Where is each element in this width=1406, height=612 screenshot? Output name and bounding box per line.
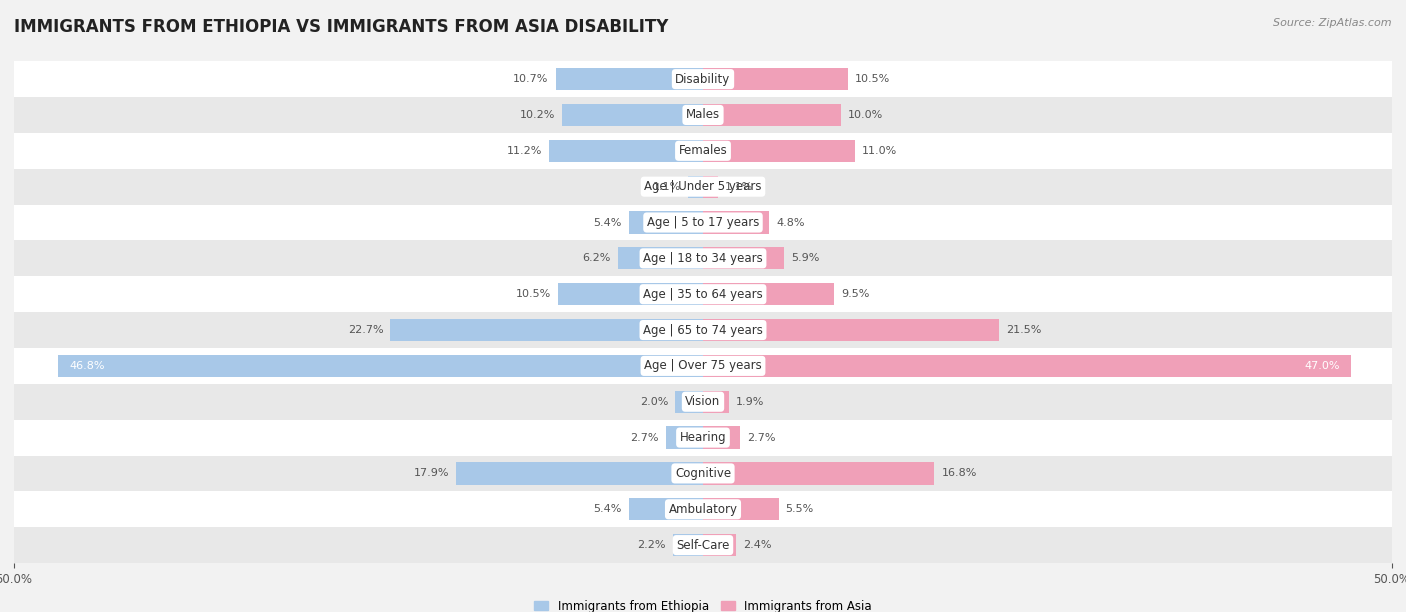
Bar — [14, 384, 1392, 420]
Text: Vision: Vision — [685, 395, 721, 408]
Text: Cognitive: Cognitive — [675, 467, 731, 480]
Text: IMMIGRANTS FROM ETHIOPIA VS IMMIGRANTS FROM ASIA DISABILITY: IMMIGRANTS FROM ETHIOPIA VS IMMIGRANTS F… — [14, 18, 668, 36]
Bar — [14, 61, 1392, 97]
Text: Age | Under 5 years: Age | Under 5 years — [644, 180, 762, 193]
Bar — [14, 491, 1392, 527]
Bar — [703, 355, 1351, 377]
Text: 1.1%: 1.1% — [725, 182, 754, 192]
Text: 10.7%: 10.7% — [513, 74, 548, 84]
Bar — [672, 534, 703, 556]
Text: Age | 65 to 74 years: Age | 65 to 74 years — [643, 324, 763, 337]
Text: 46.8%: 46.8% — [69, 361, 104, 371]
Text: 5.4%: 5.4% — [593, 504, 621, 514]
Bar — [703, 68, 848, 90]
Text: 10.5%: 10.5% — [855, 74, 890, 84]
Text: 9.5%: 9.5% — [841, 289, 869, 299]
Bar — [703, 104, 841, 126]
Bar — [703, 176, 718, 198]
Text: 22.7%: 22.7% — [347, 325, 384, 335]
Text: 6.2%: 6.2% — [582, 253, 610, 263]
Bar — [14, 204, 1392, 241]
Bar — [391, 319, 703, 341]
Text: Males: Males — [686, 108, 720, 121]
Text: Hearing: Hearing — [679, 431, 727, 444]
Text: Source: ZipAtlas.com: Source: ZipAtlas.com — [1274, 18, 1392, 28]
Bar — [666, 427, 703, 449]
Text: Self-Care: Self-Care — [676, 539, 730, 551]
Text: 2.4%: 2.4% — [742, 540, 772, 550]
Text: 5.4%: 5.4% — [593, 217, 621, 228]
Bar — [703, 390, 730, 413]
Text: 5.9%: 5.9% — [792, 253, 820, 263]
Bar — [14, 276, 1392, 312]
Bar — [562, 104, 703, 126]
Text: 4.8%: 4.8% — [776, 217, 804, 228]
Text: 11.0%: 11.0% — [862, 146, 897, 156]
Bar — [14, 527, 1392, 563]
Bar — [703, 427, 740, 449]
Text: 16.8%: 16.8% — [942, 468, 977, 479]
Bar — [703, 140, 855, 162]
Bar — [703, 211, 769, 234]
Bar — [628, 211, 703, 234]
Bar — [703, 283, 834, 305]
Bar — [14, 169, 1392, 204]
Legend: Immigrants from Ethiopia, Immigrants from Asia: Immigrants from Ethiopia, Immigrants fro… — [530, 595, 876, 612]
Text: 10.2%: 10.2% — [520, 110, 555, 120]
Text: 10.0%: 10.0% — [848, 110, 883, 120]
Bar — [688, 176, 703, 198]
Text: 2.7%: 2.7% — [630, 433, 659, 442]
Bar — [14, 455, 1392, 491]
Bar — [628, 498, 703, 520]
Text: Disability: Disability — [675, 73, 731, 86]
Text: Age | 5 to 17 years: Age | 5 to 17 years — [647, 216, 759, 229]
Bar — [555, 68, 703, 90]
Text: 21.5%: 21.5% — [1007, 325, 1042, 335]
Text: 11.2%: 11.2% — [506, 146, 541, 156]
Bar — [703, 498, 779, 520]
Bar — [14, 348, 1392, 384]
Bar — [14, 97, 1392, 133]
Text: 2.2%: 2.2% — [637, 540, 666, 550]
Bar — [14, 241, 1392, 276]
Bar — [675, 390, 703, 413]
Text: Females: Females — [679, 144, 727, 157]
Text: Age | 18 to 34 years: Age | 18 to 34 years — [643, 252, 763, 265]
Text: Age | 35 to 64 years: Age | 35 to 64 years — [643, 288, 763, 300]
Bar — [14, 133, 1392, 169]
Text: 5.5%: 5.5% — [786, 504, 814, 514]
Bar — [703, 319, 1000, 341]
Text: 1.1%: 1.1% — [652, 182, 681, 192]
Text: 1.9%: 1.9% — [737, 397, 765, 407]
Bar — [58, 355, 703, 377]
Bar — [14, 420, 1392, 455]
Bar — [703, 462, 935, 485]
Text: 17.9%: 17.9% — [413, 468, 450, 479]
Bar — [14, 312, 1392, 348]
Bar — [457, 462, 703, 485]
Text: Age | Over 75 years: Age | Over 75 years — [644, 359, 762, 372]
Bar — [617, 247, 703, 269]
Text: 10.5%: 10.5% — [516, 289, 551, 299]
Text: 2.7%: 2.7% — [747, 433, 776, 442]
Text: Ambulatory: Ambulatory — [668, 503, 738, 516]
Text: 47.0%: 47.0% — [1305, 361, 1340, 371]
Bar — [703, 534, 737, 556]
Bar — [558, 283, 703, 305]
Text: 2.0%: 2.0% — [640, 397, 669, 407]
Bar — [703, 247, 785, 269]
Bar — [548, 140, 703, 162]
